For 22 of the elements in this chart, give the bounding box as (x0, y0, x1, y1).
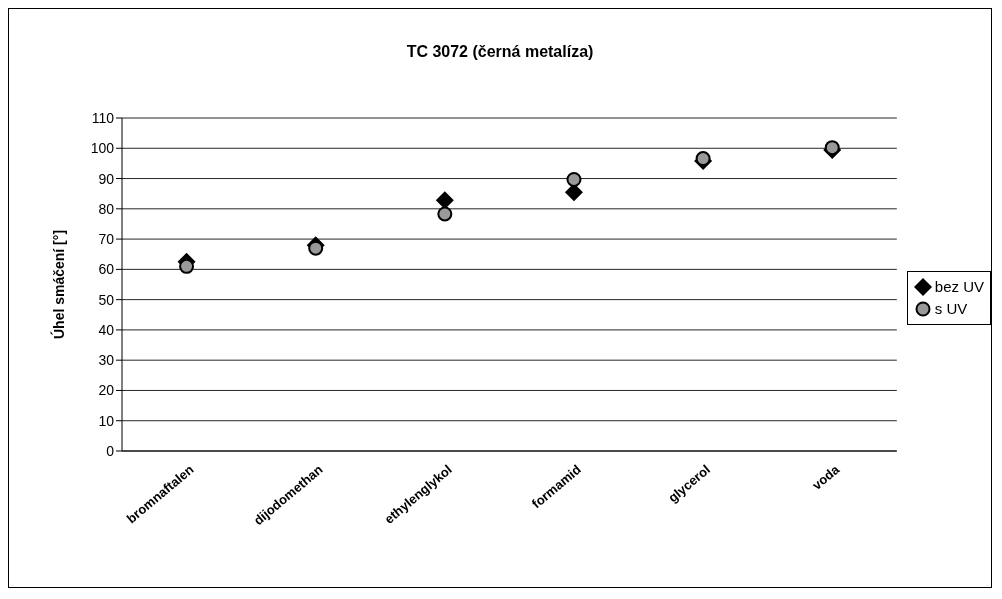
y-tick-label: 10 (98, 412, 115, 429)
legend-label: s UV (934, 299, 968, 319)
y-tick-label: 40 (98, 321, 115, 338)
point (437, 206, 453, 222)
x-tick-label: voda (809, 461, 843, 493)
y-tick-label: 20 (98, 382, 115, 399)
y-axis-title: Úhel smáčení [°] (49, 229, 67, 340)
y-tick-label: 30 (98, 352, 115, 369)
chart-title: TC 3072 (černá metalíza) (405, 43, 595, 61)
point (179, 258, 195, 274)
point (566, 171, 582, 187)
point (308, 240, 324, 256)
y-tick-label: 100 (90, 140, 115, 157)
legend-label: bez UV (934, 277, 984, 297)
y-tick-label: 60 (98, 261, 115, 278)
y-tick-label: 0 (106, 442, 115, 459)
y-tick-label: 70 (98, 231, 115, 248)
y-tick-label: 90 (98, 170, 115, 187)
y-tick-label: 110 (91, 109, 115, 126)
point (824, 140, 840, 156)
y-tick-label: 50 (98, 291, 115, 308)
y-tick-label: 80 (98, 200, 115, 217)
